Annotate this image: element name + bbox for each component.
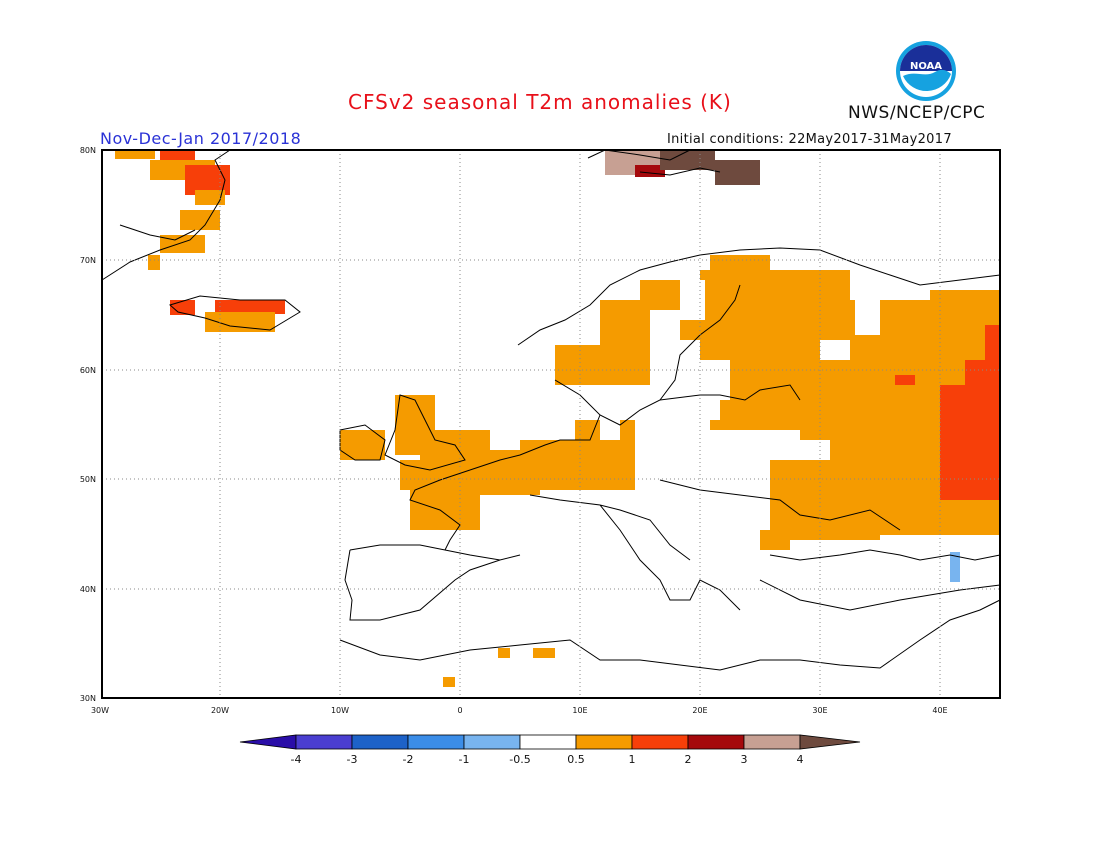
- colorbar-labels: -4 -3 -2 -1 -0.5 0.5 1 2 3 4: [291, 753, 804, 766]
- lat-tick-label: 40N: [80, 585, 96, 594]
- colorbar-segment: [351, 734, 409, 750]
- colorbar-segment: [575, 734, 633, 750]
- colorbar-label: -0.5: [509, 753, 530, 766]
- colorbar-label: -2: [403, 753, 414, 766]
- lon-tick-label: 20E: [692, 706, 707, 715]
- initial-conditions: Initial conditions: 22May2017-31May2017: [667, 132, 952, 147]
- colorbar-segment: [687, 734, 745, 750]
- map-frame: [101, 149, 1001, 699]
- forecast-period: Nov-Dec-Jan 2017/2018: [100, 129, 302, 148]
- map-title: CFSv2 seasonal T2m anomalies (K): [348, 90, 732, 114]
- logo-text: NOAA: [910, 61, 942, 72]
- lon-tick-label: 10W: [331, 706, 349, 715]
- colorbar-segment: [743, 734, 801, 750]
- colorbar-segment: [519, 734, 577, 750]
- gridlines: [102, 150, 1000, 698]
- colorbar-segment: [407, 734, 465, 750]
- colorbar-label: 3: [741, 753, 748, 766]
- lat-tick-label: 80N: [80, 146, 96, 155]
- lat-axis: 80N 70N 60N 50N 40N 30N: [80, 146, 96, 703]
- colorbar-label: -3: [347, 753, 358, 766]
- colorbar-label: -4: [291, 753, 302, 766]
- colorbar-label: 1: [629, 753, 636, 766]
- lat-tick-label: 50N: [80, 475, 96, 484]
- lon-tick-label: 40E: [932, 706, 947, 715]
- lat-tick-label: 30N: [80, 694, 96, 703]
- lon-tick-label: 0: [457, 706, 462, 715]
- agency-label: NWS/NCEP/CPC: [848, 103, 986, 123]
- anomaly-cells: [115, 150, 1000, 687]
- lon-tick-label: 10E: [572, 706, 587, 715]
- lat-tick-label: 70N: [80, 256, 96, 265]
- colorbar-segment: [799, 734, 861, 750]
- colorbar-label: 4: [797, 753, 804, 766]
- lon-axis: 30W 20W 10W 0 10E 20E 30E 40E: [91, 706, 948, 715]
- noaa-logo: NOAA: [896, 41, 956, 101]
- lon-tick-label: 30E: [812, 706, 827, 715]
- colorbar: [239, 734, 861, 750]
- colorbar-segment: [239, 734, 297, 750]
- colorbar-segment: [295, 734, 353, 750]
- lat-tick-label: 60N: [80, 366, 96, 375]
- colorbar-segment: [631, 734, 689, 750]
- colorbar-label: 0.5: [567, 753, 585, 766]
- colorbar-segment: [463, 734, 521, 750]
- colorbar-label: 2: [685, 753, 692, 766]
- lon-tick-label: 30W: [91, 706, 109, 715]
- lon-tick-label: 20W: [211, 706, 229, 715]
- colorbar-label: -1: [459, 753, 470, 766]
